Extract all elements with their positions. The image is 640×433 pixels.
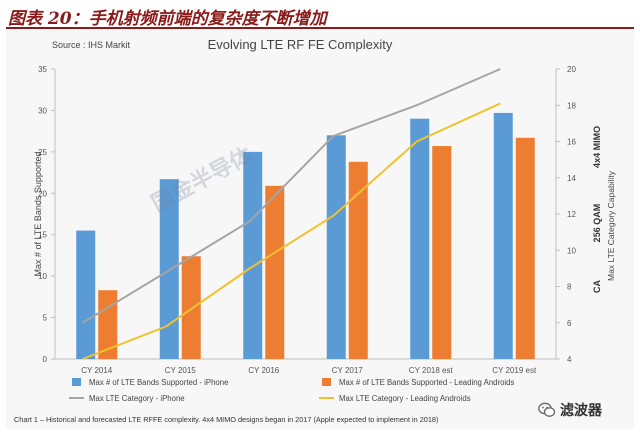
legend-swatch bbox=[322, 378, 331, 386]
x-tick-label: CY 2017 bbox=[332, 366, 364, 375]
brand-text: 滤波器 bbox=[560, 402, 602, 418]
y2-annotation: 256 QAM bbox=[592, 204, 602, 243]
x-tick-label: CY 2015 bbox=[165, 366, 197, 375]
y2-tick-label: 14 bbox=[567, 174, 576, 183]
chart-title: Evolving LTE RF FE Complexity bbox=[207, 37, 393, 52]
legend-label: Max LTE Category - Leading Androids bbox=[339, 394, 471, 403]
x-tick-label: CY 2019 est bbox=[492, 366, 537, 375]
y2-tick-label: 20 bbox=[567, 65, 576, 74]
y2-tick-label: 4 bbox=[567, 355, 572, 364]
bar-iphone bbox=[76, 230, 96, 359]
source-label: Source : IHS Markit bbox=[52, 40, 131, 50]
y2-tick-label: 12 bbox=[567, 210, 576, 219]
bar-android bbox=[348, 161, 368, 359]
y-tick-label: 20 bbox=[38, 189, 47, 198]
y-tick-label: 30 bbox=[38, 106, 47, 115]
y-axis-label: Max # of LTE Bands Supported bbox=[33, 152, 43, 277]
y2-tick-label: 18 bbox=[567, 101, 576, 110]
title-divider bbox=[6, 27, 634, 29]
y-tick-label: 10 bbox=[38, 272, 47, 281]
y-tick-label: 15 bbox=[38, 231, 47, 240]
legend-label: Max # of LTE Bands Supported - iPhone bbox=[89, 378, 228, 387]
y-tick-label: 35 bbox=[38, 65, 47, 74]
bar-android bbox=[515, 137, 535, 359]
line-android bbox=[82, 102, 501, 360]
bar-android bbox=[181, 256, 201, 359]
y2-tick-label: 6 bbox=[567, 319, 572, 328]
y2-tick-label: 8 bbox=[567, 283, 572, 292]
y-tick-label: 25 bbox=[38, 148, 47, 157]
wechat-icon bbox=[538, 402, 556, 417]
y-tick-label: 5 bbox=[43, 314, 48, 323]
y-tick-label: 0 bbox=[43, 355, 48, 364]
y2-tick-label: 16 bbox=[567, 138, 576, 147]
y2-annotation: CA bbox=[592, 280, 602, 293]
chart-caption: Chart 1 – Historical and forecasted LTE … bbox=[14, 415, 439, 424]
y2-annotation: 4x4 MIMO bbox=[592, 126, 602, 168]
legend-swatch bbox=[72, 378, 81, 386]
legend-label: Max # of LTE Bands Supported - Leading A… bbox=[339, 378, 514, 387]
bar-android bbox=[98, 290, 118, 359]
x-tick-label: CY 2014 bbox=[81, 366, 113, 375]
x-tick-label: CY 2018 est bbox=[409, 366, 454, 375]
bar-android bbox=[265, 185, 285, 359]
line-iphone bbox=[82, 68, 501, 324]
figure-title: 图表 20：手机射频前端的复杂度不断增加 bbox=[8, 9, 327, 29]
brand-watermark: 滤波器 bbox=[538, 400, 602, 420]
bar-iphone bbox=[243, 151, 263, 359]
bar-iphone bbox=[326, 135, 346, 359]
y2-tick-label: 10 bbox=[567, 246, 576, 255]
x-tick-label: CY 2016 bbox=[248, 366, 280, 375]
y2-axis-label: Max LTE Category Capability bbox=[606, 170, 616, 281]
bar-android bbox=[432, 146, 452, 359]
bar-iphone bbox=[493, 112, 513, 360]
legend-label: Max LTE Category - iPhone bbox=[89, 394, 185, 403]
bar-iphone bbox=[410, 118, 430, 359]
